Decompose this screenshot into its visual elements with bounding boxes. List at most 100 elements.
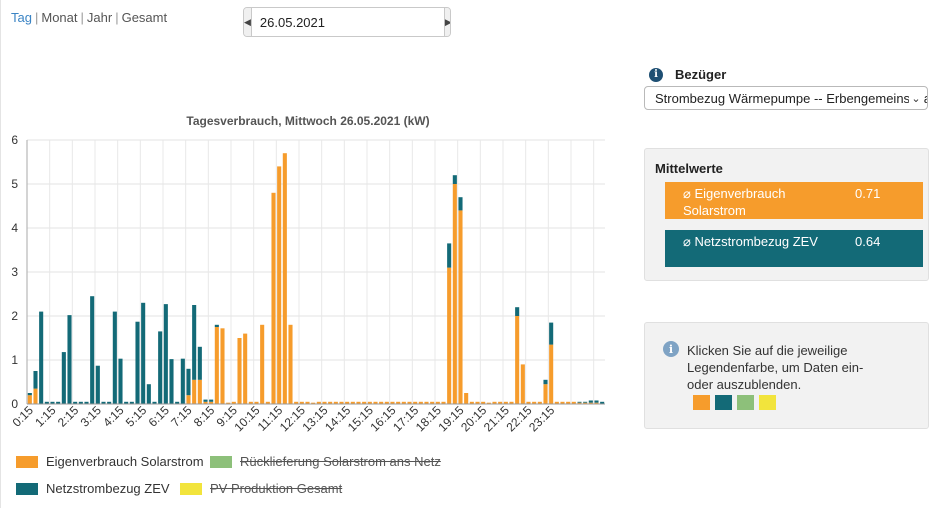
x-tick-label: 1:15 [32,403,59,430]
bar-eigenverbrauch [260,324,265,404]
x-tick: 3:15 [78,403,105,430]
bar-eigenverbrauch [396,401,401,404]
bar-eigenverbrauch [203,401,208,404]
x-tick: 23:15 [526,403,557,434]
bar-eigenverbrauch [345,401,350,404]
bar-eigenverbrauch [186,395,191,404]
chart-bars [27,153,605,404]
tab-monat[interactable]: Monat [41,10,78,25]
date-input[interactable] [251,8,444,36]
bar-netzstrombezug [118,358,123,404]
bar-netzstrombezug [186,368,191,396]
bar-eigenverbrauch [367,401,372,404]
chevron-down-icon: ⌄ [909,91,923,105]
tab-gesamt[interactable]: Gesamt [121,10,168,25]
legend-label: Rücklieferung Solarstrom ans Netz [240,454,441,469]
bar-eigenverbrauch [503,401,508,404]
bar-eigenverbrauch [588,402,593,404]
x-tick-label: 6:15 [146,403,173,430]
bar-eigenverbrauch [214,327,219,404]
bar-eigenverbrauch [243,333,248,404]
bar-eigenverbrauch [33,388,38,404]
bezueger-select[interactable]: Strombezug Wärmepumpe -- Erbengemeinscha… [644,86,928,110]
bar-eigenverbrauch [328,401,333,404]
bar-eigenverbrauch [594,402,599,404]
x-tick: 10:15 [231,403,262,434]
bar-netzstrombezug [577,401,582,403]
bar-eigenverbrauch [481,401,486,404]
y-tick-label: 1 [11,353,18,367]
consumption-chart: 0 1 2 3 4 5 6 0:151:152:153:154:155:156:157:15… [10,114,605,434]
bar-netzstrombezug [95,365,100,404]
x-tick-label: 10:15 [231,403,262,434]
tab-jahr[interactable]: Jahr [86,10,113,25]
bar-eigenverbrauch [294,401,299,404]
bar-eigenverbrauch [577,402,582,404]
mittelwert-value: 0.64 [855,234,881,249]
triangle-right-icon: ▶ [445,17,450,28]
bezueger-label: Bezüger [675,67,727,82]
prev-day-button[interactable]: ◀ [244,8,252,36]
bar-eigenverbrauch [356,401,361,404]
swatch-ruecklieferung [737,395,754,410]
bar-netzstrombezug [543,379,548,385]
bar-eigenverbrauch [362,401,367,404]
bar-eigenverbrauch [277,166,282,404]
bar-eigenverbrauch [486,402,491,404]
mittelwerte-title: Mittelwerte [655,161,723,176]
bar-netzstrombezug [73,401,78,404]
bar-eigenverbrauch [237,338,242,404]
swatch-eigenverbrauch [693,395,710,410]
bar-netzstrombezug [192,305,197,380]
info-icon[interactable]: i [649,67,663,82]
y-tick-label: 3 [11,265,18,279]
bar-eigenverbrauch [532,401,537,404]
bar-netzstrombezug [84,401,89,404]
bar-netzstrombezug [203,399,208,402]
bar-netzstrombezug [594,400,599,403]
bar-netzstrombezug [209,399,214,402]
bar-eigenverbrauch [526,401,531,404]
legend-swatch [180,482,202,495]
bar-eigenverbrauch [379,401,384,404]
x-tick: 4:15 [100,403,127,430]
mittelwert-netzstrombezug: ⌀ Netzstrombezug ZEV 0.64 [665,230,923,267]
bar-netzstrombezug [67,315,72,404]
bar-eigenverbrauch [305,401,310,404]
x-tick-label: 7:15 [168,403,195,430]
bar-netzstrombezug [135,321,140,404]
bar-eigenverbrauch [231,401,236,404]
legend-item-netzstrombezug[interactable]: Netzstrombezug ZEV [16,481,170,496]
next-day-button[interactable]: ▶ [443,8,450,36]
bar-netzstrombezug [33,371,38,389]
bar-netzstrombezug [169,359,174,404]
date-picker: ◀ ▶ [243,7,451,37]
bar-eigenverbrauch [413,401,418,404]
bar-eigenverbrauch [299,401,304,404]
bar-eigenverbrauch [27,395,32,404]
bar-netzstrombezug [515,307,520,316]
legend-item-eigenverbrauch[interactable]: Eigenverbrauch Solarstrom [16,454,204,469]
bar-netzstrombezug [158,331,163,404]
bar-eigenverbrauch [566,401,571,404]
legend-item-pv-produktion[interactable]: PV Produktion Gesamt [180,481,342,496]
bar-eigenverbrauch [350,401,355,404]
x-tick-label: 3:15 [78,403,105,430]
bar-eigenverbrauch [288,324,293,404]
bar-eigenverbrauch [265,401,270,404]
chart-title: Tagesverbrauch, Mittwoch 26.05.2021 (kW) [186,114,429,128]
bar-eigenverbrauch [435,401,440,404]
bar-eigenverbrauch [248,401,253,404]
bezueger-selected-value: Strombezug Wärmepumpe -- Erbengemeinscha… [655,90,928,106]
x-tick-label: 5:15 [123,403,150,430]
hint-text: Klicken Sie auf die jeweilige Legendenfa… [687,343,864,392]
bar-netzstrombezug [39,311,44,404]
bar-eigenverbrauch [571,401,576,404]
legend-label: Eigenverbrauch Solarstrom [46,454,204,469]
bar-eigenverbrauch [430,401,435,404]
tab-tag[interactable]: Tag [11,10,32,25]
legend-item-ruecklieferung[interactable]: Rücklieferung Solarstrom ans Netz [210,454,441,469]
bar-netzstrombezug [197,346,202,380]
bar-eigenverbrauch [401,401,406,404]
bar-eigenverbrauch [583,402,588,404]
